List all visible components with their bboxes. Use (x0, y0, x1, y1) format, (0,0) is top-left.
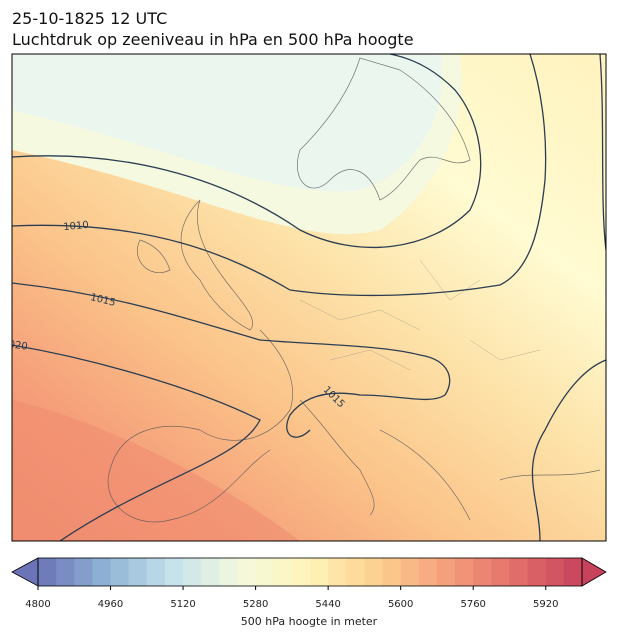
colorbar-bin (110, 558, 130, 586)
contour-label: 1020 (2, 338, 29, 352)
colorbar-bin (291, 558, 311, 586)
colorbar-bin (563, 558, 583, 586)
colorbar-bin (183, 558, 202, 586)
coastline (379, 429, 601, 521)
colorbar-bin (328, 558, 347, 586)
colorbar-extend-low (11, 557, 39, 587)
colorbar-bin (382, 558, 402, 586)
contour-label: 1015 (603, 142, 614, 167)
colorbar-label: 500 hPa hoogte in meter (241, 615, 378, 628)
colorbar-bin (400, 558, 420, 586)
isobar (531, 359, 606, 541)
colorbar-bin (146, 558, 166, 586)
coastline (297, 57, 471, 201)
contour-label: 1010 (63, 220, 89, 233)
height-band (12, 54, 442, 192)
colorbar-tick-label: 5440 (315, 599, 340, 610)
colorbar-bin (455, 558, 474, 586)
colorbar-bin (473, 558, 492, 586)
colorbar: 4800 4960 5120 5280 5440 5600 5760 5920 (11, 557, 607, 610)
colorbar-bin (436, 558, 456, 586)
coastline (180, 199, 253, 331)
coastline (299, 399, 375, 516)
map: 1010 1015 1020 1015 1015 (2, 54, 614, 541)
colorbar-bin (56, 558, 75, 586)
colorbar-bin (255, 558, 275, 586)
colorbar-tick-label: 5920 (533, 599, 558, 610)
colorbar-bin (545, 558, 565, 586)
isobar (12, 54, 547, 297)
colorbar-bin (364, 558, 384, 586)
colorbar-bin (273, 558, 293, 586)
isobar (12, 282, 451, 438)
title: 25-10-1825 12 UTC (12, 9, 167, 28)
colorbar-bin (164, 558, 184, 586)
map-frame (11, 53, 607, 542)
colorbar-extend-high (581, 557, 607, 587)
colorbar-bin (509, 558, 529, 586)
colorbar-bin (310, 558, 329, 586)
colorbar-bin (346, 558, 365, 586)
colorbar-bin (219, 558, 238, 586)
colorbar-frame (37, 557, 583, 587)
colorbar-tick-label: 4960 (98, 599, 123, 610)
colorbar-bin (418, 558, 438, 586)
isobar (12, 344, 261, 541)
colorbar-bin (237, 558, 257, 586)
colorbar-tick-label: 5120 (170, 599, 195, 610)
colorbar-bin (38, 558, 57, 586)
colorbar-bin (74, 558, 93, 586)
borders (299, 259, 541, 371)
colorbar-tick-label: 5760 (460, 599, 485, 610)
colorbar-tick-label: 4800 (25, 599, 50, 610)
colorbar-tick-label: 5600 (388, 599, 413, 610)
colorbar-bin (92, 558, 112, 586)
colorbar-bin (128, 558, 148, 586)
colorbar-bin (527, 558, 547, 586)
isobar (12, 54, 482, 248)
colorbar-bin (491, 558, 510, 586)
subtitle: Luchtdruk op zeeniveau in hPa en 500 hPa… (12, 30, 414, 49)
coastline (137, 239, 171, 273)
height-band (12, 400, 300, 541)
coastline (107, 329, 293, 523)
colorbar-bin (201, 558, 220, 586)
isobar (599, 54, 606, 251)
colorbar-tick-label: 5280 (243, 599, 268, 610)
